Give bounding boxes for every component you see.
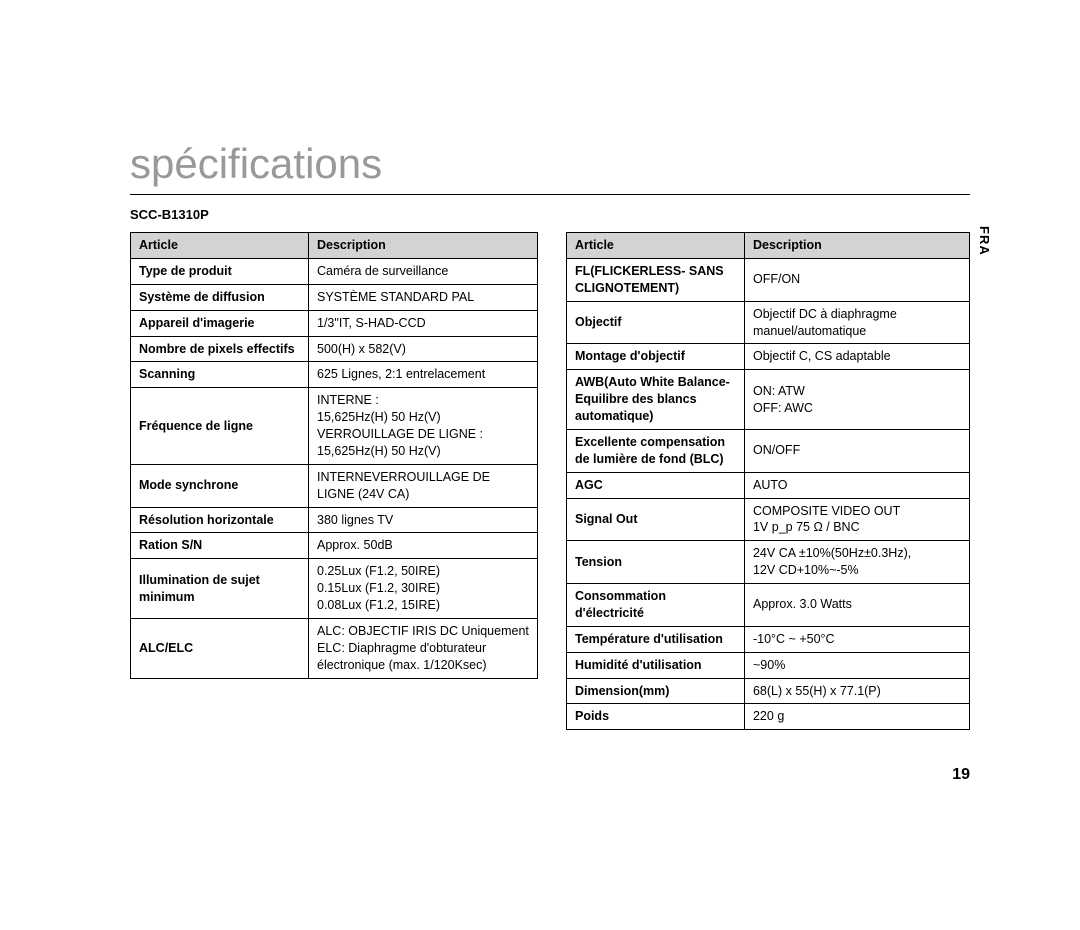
description-cell: OFF/ON — [744, 258, 969, 301]
page-number: 19 — [952, 766, 970, 784]
table-row: Système de diffusionSYSTÈME STANDARD PAL — [131, 284, 538, 310]
table-row: Ration S/NApprox. 50dB — [131, 533, 538, 559]
spec-table-left: Article Description Type de produitCamér… — [130, 232, 538, 679]
article-cell: Objectif — [566, 301, 744, 344]
description-cell: COMPOSITE VIDEO OUT1V p_p 75 Ω / BNC — [744, 498, 969, 541]
table-row: Type de produitCaméra de surveillance — [131, 258, 538, 284]
description-cell: 380 lignes TV — [309, 507, 538, 533]
left-table-body: Type de produitCaméra de surveillanceSys… — [131, 258, 538, 678]
col-header-article: Article — [131, 233, 309, 259]
article-cell: Scanning — [131, 362, 309, 388]
article-cell: ALC/ELC — [131, 618, 309, 678]
table-row: ALC/ELCALC: OBJECTIF IRIS DC UniquementE… — [131, 618, 538, 678]
description-cell: Objectif C, CS adaptable — [744, 344, 969, 370]
article-cell: Poids — [566, 704, 744, 730]
table-row: Signal OutCOMPOSITE VIDEO OUT1V p_p 75 Ω… — [566, 498, 969, 541]
table-header-row: Article Description — [131, 233, 538, 259]
table-row: Mode synchroneINTERNEVERROUILLAGE DE LIG… — [131, 464, 538, 507]
col-header-description: Description — [744, 233, 969, 259]
description-cell: ALC: OBJECTIF IRIS DC UniquementELC: Dia… — [309, 618, 538, 678]
article-cell: Illumination de sujet minimum — [131, 559, 309, 619]
table-header-row: Article Description — [566, 233, 969, 259]
article-cell: Fréquence de ligne — [131, 388, 309, 465]
article-cell: Appareil d'imagerie — [131, 310, 309, 336]
description-cell: 68(L) x 55(H) x 77.1(P) — [744, 678, 969, 704]
description-cell: Approx. 3.0 Watts — [744, 584, 969, 627]
table-row: Montage d'objectifObjectif C, CS adaptab… — [566, 344, 969, 370]
article-cell: FL(FLICKERLESS- SANS CLIGNOTEMENT) — [566, 258, 744, 301]
table-row: AGCAUTO — [566, 472, 969, 498]
right-table-body: FL(FLICKERLESS- SANS CLIGNOTEMENT)OFF/ON… — [566, 258, 969, 729]
article-cell: Nombre de pixels effectifs — [131, 336, 309, 362]
page-title: spécifications — [130, 140, 970, 188]
table-row: Nombre de pixels effectifs500(H) x 582(V… — [131, 336, 538, 362]
article-cell: AWB(Auto White Balance- Equilibre des bl… — [566, 370, 744, 430]
table-row: Humidité d'utilisation~90% — [566, 652, 969, 678]
page-container: spécifications SCC-B1310P Article Descri… — [0, 0, 1080, 730]
table-row: Consommation d'électricitéApprox. 3.0 Wa… — [566, 584, 969, 627]
table-row: ObjectifObjectif DC à diaphragme manuel/… — [566, 301, 969, 344]
article-cell: Excellente compensation de lumière de fo… — [566, 429, 744, 472]
table-row: Dimension(mm)68(L) x 55(H) x 77.1(P) — [566, 678, 969, 704]
description-cell: SYSTÈME STANDARD PAL — [309, 284, 538, 310]
description-cell: -10°C ~ +50°C — [744, 626, 969, 652]
description-cell: INTERNE :15,625Hz(H) 50 Hz(V)VERROUILLAG… — [309, 388, 538, 465]
description-cell: 220 g — [744, 704, 969, 730]
article-cell: Signal Out — [566, 498, 744, 541]
table-row: Scanning625 Lignes, 2:1 entrelacement — [131, 362, 538, 388]
language-tab: FRA — [977, 226, 992, 256]
table-row: Appareil d'imagerie1/3"IT, S-HAD-CCD — [131, 310, 538, 336]
table-row: Excellente compensation de lumière de fo… — [566, 429, 969, 472]
table-row: AWB(Auto White Balance- Equilibre des bl… — [566, 370, 969, 430]
tables-wrapper: Article Description Type de produitCamér… — [130, 232, 970, 730]
description-cell: 1/3"IT, S-HAD-CCD — [309, 310, 538, 336]
article-cell: Dimension(mm) — [566, 678, 744, 704]
description-cell: Caméra de surveillance — [309, 258, 538, 284]
table-row: Température d'utilisation-10°C ~ +50°C — [566, 626, 969, 652]
article-cell: AGC — [566, 472, 744, 498]
table-row: Fréquence de ligneINTERNE :15,625Hz(H) 5… — [131, 388, 538, 465]
table-row: Illumination de sujet minimum0.25Lux (F1… — [131, 559, 538, 619]
article-cell: Type de produit — [131, 258, 309, 284]
article-cell: Ration S/N — [131, 533, 309, 559]
description-cell: ON: ATWOFF: AWC — [744, 370, 969, 430]
description-cell: AUTO — [744, 472, 969, 498]
description-cell: 625 Lignes, 2:1 entrelacement — [309, 362, 538, 388]
model-number: SCC-B1310P — [130, 207, 970, 222]
description-cell: Approx. 50dB — [309, 533, 538, 559]
article-cell: Mode synchrone — [131, 464, 309, 507]
article-cell: Système de diffusion — [131, 284, 309, 310]
spec-table-right: Article Description FL(FLICKERLESS- SANS… — [566, 232, 970, 730]
article-cell: Consommation d'électricité — [566, 584, 744, 627]
description-cell: ~90% — [744, 652, 969, 678]
title-underline — [130, 194, 970, 195]
article-cell: Humidité d'utilisation — [566, 652, 744, 678]
description-cell: 500(H) x 582(V) — [309, 336, 538, 362]
description-cell: INTERNEVERROUILLAGE DE LIGNE (24V CA) — [309, 464, 538, 507]
table-row: FL(FLICKERLESS- SANS CLIGNOTEMENT)OFF/ON — [566, 258, 969, 301]
article-cell: Résolution horizontale — [131, 507, 309, 533]
col-header-article: Article — [566, 233, 744, 259]
description-cell: ON/OFF — [744, 429, 969, 472]
description-cell: Objectif DC à diaphragme manuel/automati… — [744, 301, 969, 344]
description-cell: 0.25Lux (F1.2, 50IRE)0.15Lux (F1.2, 30IR… — [309, 559, 538, 619]
table-row: Poids220 g — [566, 704, 969, 730]
article-cell: Température d'utilisation — [566, 626, 744, 652]
description-cell: 24V CA ±10%(50Hz±0.3Hz),12V CD+10%~-5% — [744, 541, 969, 584]
article-cell: Montage d'objectif — [566, 344, 744, 370]
table-row: Résolution horizontale380 lignes TV — [131, 507, 538, 533]
table-row: Tension24V CA ±10%(50Hz±0.3Hz),12V CD+10… — [566, 541, 969, 584]
article-cell: Tension — [566, 541, 744, 584]
col-header-description: Description — [309, 233, 538, 259]
